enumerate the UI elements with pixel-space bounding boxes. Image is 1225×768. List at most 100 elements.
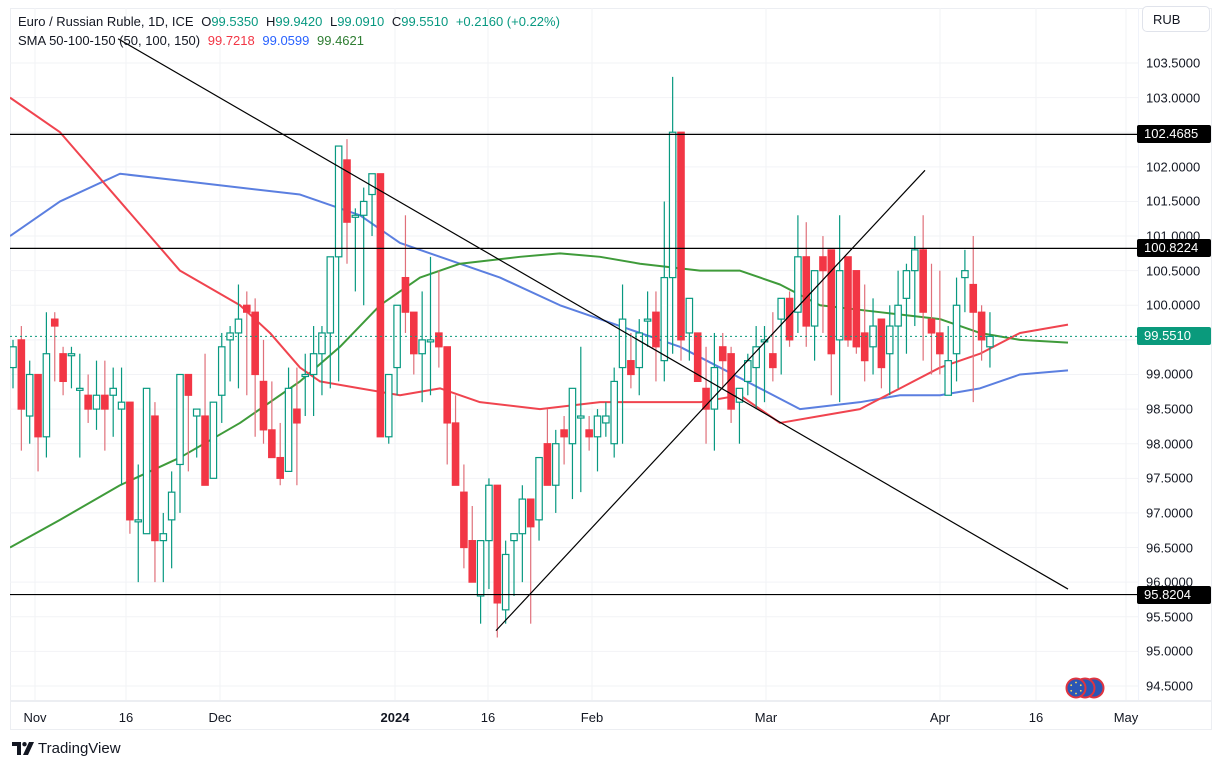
candle-up	[418, 339, 426, 355]
candle-up	[351, 214, 360, 218]
currency-flags-icon[interactable]	[1064, 677, 1108, 699]
candle-down	[543, 443, 552, 486]
candle-up	[234, 318, 243, 334]
candle-down	[84, 394, 92, 410]
sma150-value: 99.4621	[317, 33, 364, 48]
tradingview-logo[interactable]: TradingView	[12, 740, 121, 757]
candle-up	[510, 533, 518, 542]
candle-up	[777, 297, 786, 320]
candle-down	[34, 373, 42, 438]
candle-down	[17, 339, 26, 410]
indicator-row: SMA 50-100-150 (50, 100, 150) 99.7218 99…	[18, 31, 564, 50]
candle-down	[802, 256, 811, 327]
candle-down	[977, 311, 986, 341]
candle-up	[593, 415, 602, 438]
candle-up	[551, 443, 560, 486]
currency-button[interactable]: RUB	[1142, 6, 1210, 32]
candle-up	[835, 270, 844, 341]
candle-down	[50, 318, 59, 327]
price-change: +0.2160 (+0.22%)	[455, 14, 560, 29]
candle-up	[618, 318, 627, 369]
chart-plot-area[interactable]	[10, 8, 1138, 700]
candle-down	[560, 429, 568, 438]
candle-up	[602, 415, 610, 424]
price-tick: 94.5000	[1146, 678, 1193, 694]
indicator-title[interactable]: SMA 50-100-150 (50, 100, 150)	[18, 33, 201, 48]
price-axis[interactable]	[1138, 8, 1213, 700]
candle-down	[819, 256, 827, 272]
candle-down	[343, 159, 351, 223]
symbol-title[interactable]: Euro / Russian Ruble, 1D, ICE	[18, 14, 194, 29]
candle-up	[885, 325, 894, 355]
candle-down	[860, 332, 869, 362]
candle-up	[476, 540, 485, 597]
ohlc-close: C99.5510	[391, 14, 449, 29]
chart-frame	[10, 8, 1212, 730]
price-tick: 98.5000	[1146, 401, 1193, 417]
candle-up	[92, 394, 101, 410]
candle-down	[936, 332, 944, 355]
time-axis[interactable]	[10, 700, 1212, 732]
price-tick: 103.0000	[1146, 90, 1201, 106]
candle-up	[159, 533, 168, 542]
candle-down	[251, 311, 259, 376]
candle-up	[535, 456, 543, 521]
candle-up	[176, 373, 184, 466]
time-tick: Apr	[929, 710, 951, 725]
candle-up	[961, 270, 969, 279]
candle-down	[585, 429, 593, 438]
candle-up	[334, 145, 343, 258]
candle-down	[410, 311, 418, 355]
candle-up	[668, 131, 677, 279]
candle-up	[426, 339, 435, 343]
candle-up	[393, 304, 401, 369]
candle-up	[518, 498, 527, 535]
candle-up	[318, 332, 326, 355]
candle-down	[844, 256, 852, 341]
price-tick: 97.5000	[1146, 470, 1193, 486]
price-level-badge: 102.4685	[1137, 125, 1211, 144]
price-level-badge: 95.8204	[1137, 585, 1211, 604]
candle-down	[627, 360, 635, 376]
price-tick: 95.5000	[1146, 609, 1193, 625]
candle-up	[944, 360, 953, 396]
candle-up	[660, 276, 669, 362]
price-tick: 100.5000	[1146, 263, 1201, 279]
candle-down	[268, 429, 276, 459]
candle-up	[735, 387, 744, 403]
candle-down	[919, 249, 927, 313]
candle-down	[443, 346, 452, 424]
candle-down	[460, 491, 468, 549]
sma50-line	[10, 96, 1069, 424]
candle-up	[142, 387, 151, 535]
candle-up	[10, 346, 17, 369]
time-tick: Dec	[208, 710, 232, 725]
candle-up	[192, 408, 201, 417]
candle-down	[927, 318, 936, 334]
candle-up	[902, 270, 911, 299]
sma50-value: 99.7218	[207, 33, 255, 48]
candle-up	[501, 553, 510, 611]
price-tick: 101.5000	[1146, 193, 1201, 209]
symbol-row: Euro / Russian Ruble, 1D, ICE O99.5350 H…	[18, 12, 564, 31]
price-level-badge: 100.8224	[1137, 239, 1211, 258]
price-tick: 102.0000	[1146, 159, 1201, 175]
candle-up	[485, 484, 493, 542]
candle-up	[326, 256, 335, 334]
candle-up	[384, 373, 393, 438]
candle-down	[184, 373, 193, 396]
price-tick: 97.0000	[1146, 505, 1193, 521]
candle-down	[59, 353, 67, 383]
ohlc-open: O99.5350	[201, 14, 259, 29]
trend-line	[117, 38, 1069, 590]
sma100-value: 99.0599	[262, 33, 310, 48]
candle-down	[852, 270, 861, 348]
candle-up	[109, 387, 118, 396]
candle-up	[576, 415, 585, 419]
price-tick: 100.0000	[1146, 297, 1201, 313]
candle-down	[493, 484, 502, 604]
trend-line	[495, 169, 926, 632]
candle-up	[610, 380, 619, 445]
candle-down	[769, 353, 777, 369]
candle-up	[309, 353, 318, 376]
